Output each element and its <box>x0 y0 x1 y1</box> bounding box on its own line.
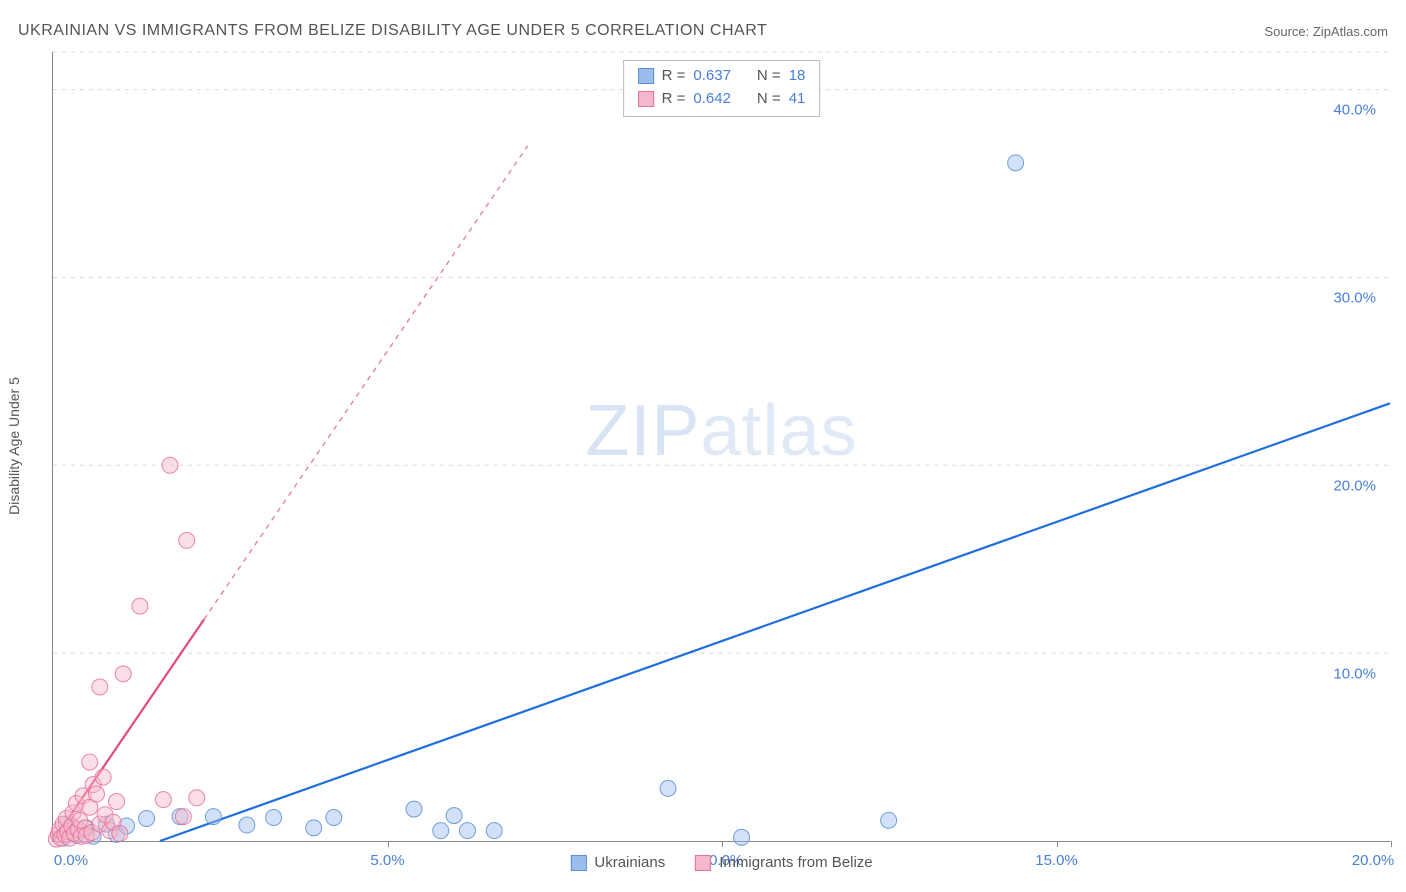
legend-swatch <box>570 855 586 871</box>
source-label: Source: <box>1264 24 1312 39</box>
x-tick-label: 15.0% <box>1035 852 1078 869</box>
data-point <box>132 598 148 614</box>
legend: Ukrainians Immigrants from Belize <box>570 854 872 871</box>
data-point <box>109 794 125 810</box>
chart-title: UKRAINIAN VS IMMIGRANTS FROM BELIZE DISA… <box>18 22 767 40</box>
data-point <box>82 754 98 770</box>
r-value: 0.642 <box>693 88 731 111</box>
legend-label: Immigrants from Belize <box>719 854 872 871</box>
data-point <box>433 823 449 839</box>
data-point <box>115 666 131 682</box>
n-label: N = <box>757 88 781 111</box>
legend-item: Ukrainians <box>570 854 665 871</box>
data-point <box>734 829 750 845</box>
data-point <box>88 786 104 802</box>
legend-item: Immigrants from Belize <box>695 854 872 871</box>
y-tick-label: 10.0% <box>1333 665 1376 682</box>
chart-plot-area: ZIPatlas R =0.637N =18R =0.642N =41 10.0… <box>52 52 1390 842</box>
legend-label: Ukrainians <box>594 854 665 871</box>
x-tick-label: 20.0% <box>1352 852 1395 869</box>
stats-row: R = 0.637 N = 18 <box>638 65 806 88</box>
stats-row: R = 0.642 N = 41 <box>638 88 806 111</box>
data-point <box>266 810 282 826</box>
y-tick-label: 20.0% <box>1333 477 1376 494</box>
n-label: N = <box>757 65 781 88</box>
data-point <box>306 820 322 836</box>
data-point <box>175 809 191 825</box>
data-point <box>446 808 462 824</box>
data-point <box>179 532 195 548</box>
x-tick-label: 0.0% <box>54 852 88 869</box>
r-label: R = <box>662 65 686 88</box>
source-link[interactable]: ZipAtlas.com <box>1313 24 1388 39</box>
source-credit: Source: ZipAtlas.com <box>1264 24 1388 39</box>
correlation-stats-box: R = 0.637 N = 18 R = 0.642 N = 41 <box>623 60 821 117</box>
y-tick-label: 30.0% <box>1333 289 1376 306</box>
data-point <box>1008 155 1024 171</box>
data-point <box>189 790 205 806</box>
n-value: 18 <box>789 65 806 88</box>
data-point <box>326 810 342 826</box>
data-point <box>162 457 178 473</box>
scatter-svg <box>53 52 1390 841</box>
r-value: 0.637 <box>693 65 731 88</box>
series-swatch <box>638 91 654 107</box>
data-point <box>95 769 111 785</box>
data-point <box>406 801 422 817</box>
data-point <box>660 780 676 796</box>
y-tick-label: 40.0% <box>1333 101 1376 118</box>
y-axis-label: Disability Age Under 5 <box>6 377 22 515</box>
title-bar: UKRAINIAN VS IMMIGRANTS FROM BELIZE DISA… <box>18 22 1388 40</box>
data-point <box>112 825 128 841</box>
x-tick-label: 5.0% <box>370 852 404 869</box>
legend-swatch <box>695 855 711 871</box>
data-point <box>155 792 171 808</box>
data-point <box>92 679 108 695</box>
data-point <box>459 823 475 839</box>
r-label: R = <box>662 88 686 111</box>
n-value: 41 <box>789 88 806 111</box>
data-point <box>239 817 255 833</box>
data-point <box>881 812 897 828</box>
series-swatch <box>638 68 654 84</box>
data-point <box>486 823 502 839</box>
data-point <box>139 810 155 826</box>
data-point <box>205 809 221 825</box>
